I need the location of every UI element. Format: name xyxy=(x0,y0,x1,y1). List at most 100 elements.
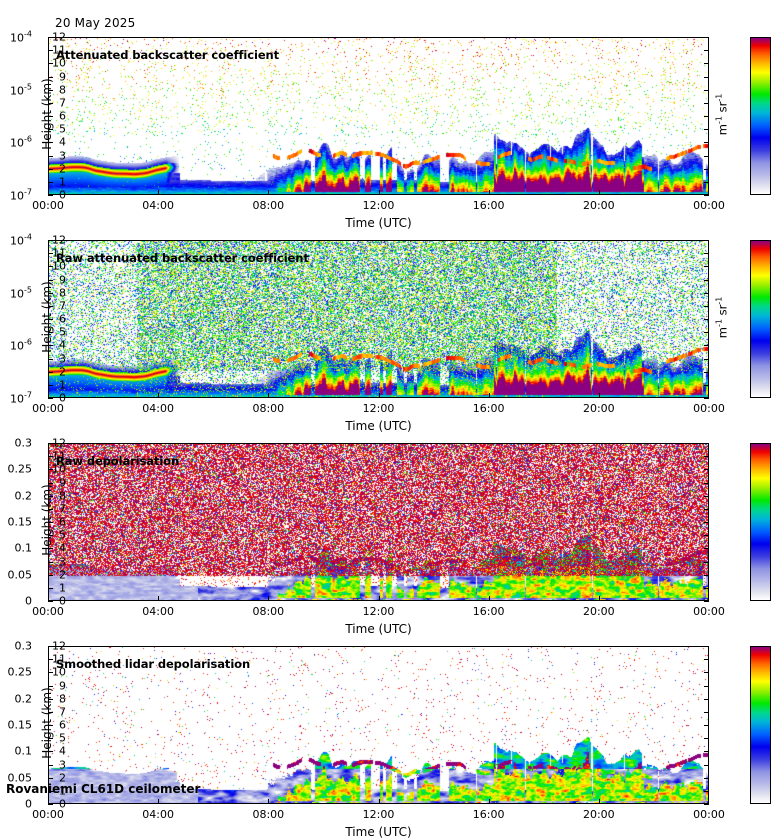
x-tick-mark xyxy=(708,596,709,601)
x-tick-label: 00:00 xyxy=(32,402,64,415)
y-tick-label: 3 xyxy=(59,758,66,771)
y-tick-mark xyxy=(48,778,53,779)
x-tick-label: 08:00 xyxy=(252,402,285,415)
y-tick-mark xyxy=(48,182,53,183)
y-tick-mark xyxy=(704,77,709,78)
x-tick-label: 00:00 xyxy=(32,605,64,618)
y-tick-mark xyxy=(704,253,709,254)
y-tick-label: 1 xyxy=(59,175,66,189)
y-tick-mark xyxy=(48,483,53,484)
y-tick-mark xyxy=(704,575,709,576)
colorbar-tick-label: 0 xyxy=(25,797,32,811)
y-tick-label: 10 xyxy=(52,462,66,476)
y-tick-mark xyxy=(48,306,53,307)
x-tick-label: 20:00 xyxy=(582,402,615,415)
x-tick-mark xyxy=(599,393,600,398)
x-tick-label: 16:00 xyxy=(472,402,505,415)
x-tick-label: 08:00 xyxy=(252,199,285,212)
y-tick-label: 7 xyxy=(59,705,66,719)
x-axis-label: Time (UTC) xyxy=(345,419,412,433)
y-tick-label: 3 xyxy=(59,149,66,162)
y-tick-mark xyxy=(48,646,53,647)
colorbar-tick-label: 10-6 xyxy=(10,338,32,353)
y-tick-mark xyxy=(48,280,53,281)
colorbar-tick-label: 0.2 xyxy=(14,692,33,706)
x-tick-mark xyxy=(379,596,380,601)
y-tick-label: 0 xyxy=(59,391,66,405)
y-tick-mark xyxy=(704,182,709,183)
y-tick-mark xyxy=(48,77,53,78)
colorbar-smoothed-lidar-depolarisation xyxy=(750,646,771,804)
y-tick-mark xyxy=(704,443,709,444)
plot-area-raw-attenuated-backscatter[interactable] xyxy=(48,240,709,398)
y-tick-mark xyxy=(48,588,53,589)
colorbar-tick-label: 10-7 xyxy=(10,390,32,406)
y-tick-mark xyxy=(48,751,53,752)
x-tick-label: 08:00 xyxy=(252,605,285,618)
panel-title-raw-depolarisation: Raw depolarisation xyxy=(56,454,180,468)
y-tick-mark xyxy=(704,509,709,510)
y-tick-mark xyxy=(704,319,709,320)
y-tick-mark xyxy=(48,804,53,805)
colorbar-tick-label: 0.15 xyxy=(7,515,33,529)
plot-area-raw-depolarisation[interactable] xyxy=(48,443,709,601)
y-tick-mark xyxy=(48,103,53,104)
x-tick-mark xyxy=(268,190,269,195)
y-tick-label: 2 xyxy=(59,771,66,785)
colorbar-gradient xyxy=(751,241,770,397)
y-tick-label: 1 xyxy=(59,581,66,595)
panel-title-smoothed-lidar-depolarisation: Smoothed lidar depolarisation xyxy=(56,657,251,671)
y-tick-label: 5 xyxy=(59,325,66,339)
y-tick-mark xyxy=(704,712,709,713)
x-tick-mark xyxy=(599,596,600,601)
y-tick-mark xyxy=(704,522,709,523)
y-tick-label: 6 xyxy=(59,515,66,529)
colorbar-tick-label: 0.1 xyxy=(14,744,33,758)
y-tick-label: 8 xyxy=(59,83,66,97)
x-tick-label: 12:00 xyxy=(362,808,395,821)
y-tick-mark xyxy=(48,738,53,739)
x-tick-label: 00:00 xyxy=(693,808,725,821)
y-tick-mark xyxy=(704,456,709,457)
x-tick-mark xyxy=(379,190,380,195)
x-axis-label: Time (UTC) xyxy=(345,622,412,636)
y-tick-mark xyxy=(48,575,53,576)
y-tick-mark xyxy=(48,601,53,602)
plot-area-smoothed-lidar-depolarisation[interactable] xyxy=(48,646,709,804)
y-axis-label: Height (km) xyxy=(40,484,54,556)
y-tick-label: 12 xyxy=(52,436,66,450)
y-tick-label: 5 xyxy=(59,731,66,745)
y-tick-mark xyxy=(48,372,53,373)
y-tick-label: 9 xyxy=(59,476,66,489)
x-tick-mark xyxy=(379,393,380,398)
x-tick-label: 20:00 xyxy=(582,605,615,618)
y-tick-mark xyxy=(48,686,53,687)
x-tick-label: 16:00 xyxy=(472,605,505,618)
y-axis-label: Height (km) xyxy=(40,78,54,150)
y-tick-mark xyxy=(704,686,709,687)
x-tick-mark xyxy=(489,393,490,398)
y-tick-mark xyxy=(48,509,53,510)
y-tick-mark xyxy=(704,469,709,470)
y-tick-mark xyxy=(704,804,709,805)
colorbar-tick-label: 0.2 xyxy=(14,489,33,503)
y-tick-mark xyxy=(48,398,53,399)
y-tick-mark xyxy=(704,116,709,117)
x-tick-label: 04:00 xyxy=(142,199,174,212)
heatmap-canvas-raw-depolarisation xyxy=(49,444,708,600)
y-tick-mark xyxy=(48,253,53,254)
y-tick-label: 11 xyxy=(52,449,66,463)
y-tick-mark xyxy=(704,129,709,130)
y-tick-label: 10 xyxy=(52,259,66,273)
y-tick-mark xyxy=(704,659,709,660)
panel-title-attenuated-backscatter: Attenuated backscatter coefficient xyxy=(56,48,280,62)
y-tick-mark xyxy=(48,672,53,673)
plot-area-attenuated-backscatter[interactable] xyxy=(48,37,709,195)
y-tick-label: 5 xyxy=(59,122,66,136)
y-tick-mark xyxy=(48,169,53,170)
x-tick-mark xyxy=(708,190,709,195)
colorbar-attenuated-backscatter xyxy=(750,37,771,195)
heatmap-canvas-raw-attenuated-backscatter xyxy=(49,241,708,397)
date-label: 20 May 2025 xyxy=(55,16,136,30)
colorbar-tick-label: 10-6 xyxy=(10,135,32,150)
